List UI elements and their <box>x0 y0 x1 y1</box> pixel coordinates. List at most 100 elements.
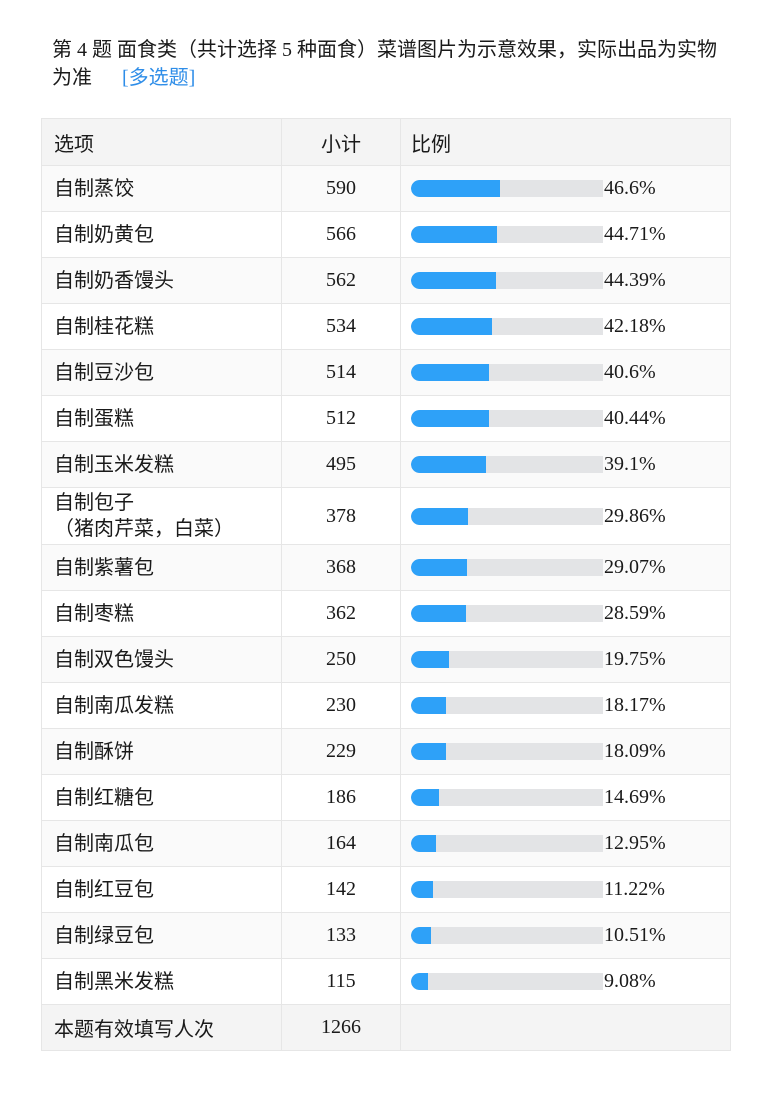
bar-track <box>411 507 603 525</box>
count-cell: 230 <box>281 682 401 729</box>
bar-track <box>411 835 603 852</box>
option-label: 自制蒸饺 <box>54 177 134 200</box>
option-label: 自制枣糕 <box>54 602 134 625</box>
bar-fill <box>411 180 501 197</box>
ratio-bar: 14.69% <box>411 786 730 809</box>
bar-fill <box>411 456 487 473</box>
bar-fill <box>411 743 446 760</box>
option-cell: 自制南瓜发糕 <box>41 682 282 729</box>
option-cell: 自制玉米发糕 <box>41 441 282 488</box>
ratio-bar: 12.95% <box>411 832 730 855</box>
bar-fill <box>411 651 449 668</box>
option-label: 自制桂花糕 <box>54 315 154 338</box>
bar-track <box>411 226 603 243</box>
table-row: 自制蛋糕 512 40.44% <box>41 395 731 442</box>
ratio-percent: 12.95% <box>604 832 666 854</box>
table-row: 自制枣糕 362 28.59% <box>41 590 731 637</box>
ratio-cell: 18.09% <box>400 728 731 775</box>
ratio-cell: 9.08% <box>400 958 731 1005</box>
ratio-percent: 39.1% <box>604 453 656 475</box>
count-cell: 142 <box>281 866 401 913</box>
count-cell: 368 <box>281 544 401 591</box>
ratio-bar: 44.71% <box>411 223 730 246</box>
count-cell: 229 <box>281 728 401 775</box>
ratio-cell: 28.59% <box>400 590 731 637</box>
footer-label: 本题有效填写人次 <box>41 1004 282 1051</box>
results-table: 选项 小计 比例 自制蒸饺 590 46.6% 自制奶黄包 566 44.71% 自制奶香馒… <box>41 118 731 1051</box>
ratio-percent: 11.22% <box>604 878 665 900</box>
count-cell: 250 <box>281 636 401 683</box>
option-label: 自制奶黄包 <box>54 223 154 246</box>
option-cell: 自制绿豆包 <box>41 912 282 959</box>
ratio-cell: 19.75% <box>400 636 731 683</box>
option-label: 自制南瓜发糕 <box>54 694 174 717</box>
option-label: 自制包子 <box>54 492 134 514</box>
ratio-percent: 42.18% <box>604 315 666 337</box>
option-cell: 自制蛋糕 <box>41 395 282 442</box>
option-cell: 自制枣糕 <box>41 590 282 637</box>
count-cell: 362 <box>281 590 401 637</box>
option-label: 自制绿豆包 <box>54 924 154 947</box>
ratio-bar: 9.08% <box>411 970 730 993</box>
bar-fill <box>411 272 497 289</box>
ratio-bar: 28.59% <box>411 602 730 625</box>
bar-track <box>411 364 603 381</box>
option-cell: 自制红豆包 <box>41 866 282 913</box>
table-row: 自制双色馒头 250 19.75% <box>41 636 731 683</box>
count-cell: 512 <box>281 395 401 442</box>
option-label: 自制红糖包 <box>54 786 154 809</box>
bar-track <box>411 272 603 289</box>
ratio-bar: 11.22% <box>411 878 730 901</box>
ratio-bar: 29.86% <box>411 505 730 528</box>
table-row: 自制南瓜包 164 12.95% <box>41 820 731 867</box>
ratio-cell: 42.18% <box>400 303 731 350</box>
option-label: 自制豆沙包 <box>54 361 154 384</box>
bar-fill <box>411 697 446 714</box>
ratio-cell: 40.6% <box>400 349 731 396</box>
ratio-bar: 10.51% <box>411 924 730 947</box>
bar-fill <box>411 835 436 852</box>
table-row: 自制桂花糕 534 42.18% <box>41 303 731 350</box>
ratio-cell: 44.39% <box>400 257 731 304</box>
ratio-cell: 29.07% <box>400 544 731 591</box>
option-label: 自制黑米发糕 <box>54 970 174 993</box>
ratio-bar: 42.18% <box>411 315 730 338</box>
ratio-percent: 9.08% <box>604 970 656 992</box>
bar-fill <box>411 973 429 990</box>
header-ratio: 比例 <box>400 118 731 166</box>
ratio-percent: 28.59% <box>604 602 666 624</box>
question-title: 第 4 题 面食类（共计选择 5 种面食）菜谱图片为示意效果，实际出品为实物为准… <box>52 36 732 92</box>
option-cell: 自制蒸饺 <box>41 165 282 212</box>
table-row: 自制包子 （猪肉芹菜，白菜） 378 29.86% <box>41 487 731 545</box>
option-cell: 自制酥饼 <box>41 728 282 775</box>
bar-track <box>411 743 603 760</box>
option-cell: 自制红糖包 <box>41 774 282 821</box>
option-label: 自制蛋糕 <box>54 407 134 430</box>
bar-fill <box>411 605 466 622</box>
bar-track <box>411 605 603 622</box>
ratio-percent: 14.69% <box>604 786 666 808</box>
table-row: 自制黑米发糕 115 9.08% <box>41 958 731 1005</box>
option-cell: 自制包子 （猪肉芹菜，白菜） <box>41 487 282 545</box>
table-row: 自制奶黄包 566 44.71% <box>41 211 731 258</box>
count-cell: 590 <box>281 165 401 212</box>
count-cell: 562 <box>281 257 401 304</box>
table-row: 自制紫薯包 368 29.07% <box>41 544 731 591</box>
count-cell: 566 <box>281 211 401 258</box>
bar-track <box>411 318 603 335</box>
table-row: 自制奶香馒头 562 44.39% <box>41 257 731 304</box>
ratio-cell: 29.86% <box>400 487 731 545</box>
bar-fill <box>411 927 432 944</box>
ratio-bar: 19.75% <box>411 648 730 671</box>
bar-fill <box>411 789 440 806</box>
question-type-tag: [多选题] <box>122 67 196 89</box>
ratio-bar: 29.07% <box>411 556 730 579</box>
ratio-percent: 29.07% <box>604 556 666 578</box>
ratio-cell: 12.95% <box>400 820 731 867</box>
ratio-bar: 40.6% <box>411 361 730 384</box>
bar-track <box>411 651 603 668</box>
option-cell: 自制奶香馒头 <box>41 257 282 304</box>
table-row: 自制蒸饺 590 46.6% <box>41 165 731 212</box>
count-cell: 164 <box>281 820 401 867</box>
footer-empty <box>400 1004 731 1051</box>
